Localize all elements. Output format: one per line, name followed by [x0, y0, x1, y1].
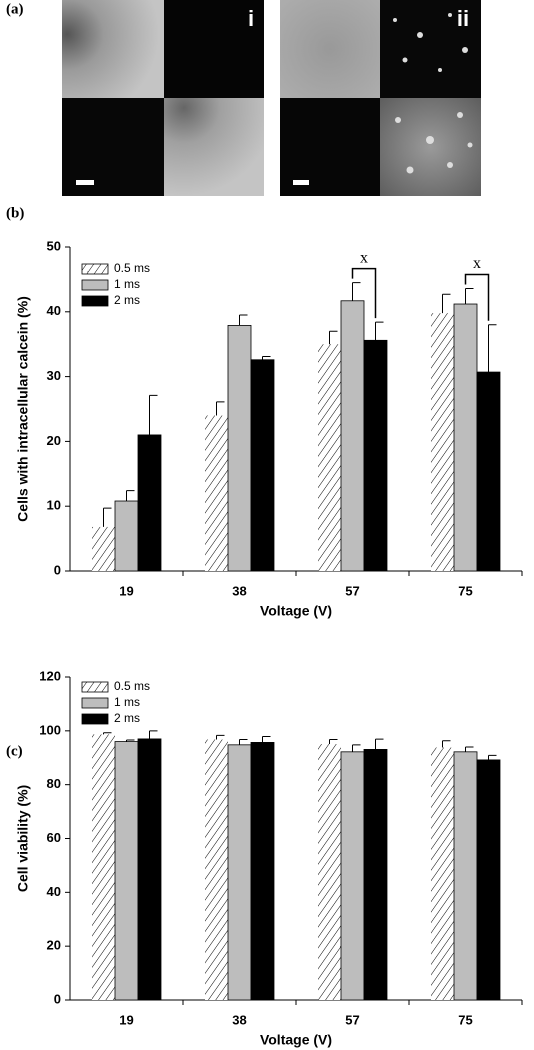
legend-swatch	[81, 713, 109, 725]
y-tick-label: 60	[47, 830, 61, 845]
error-bar	[375, 321, 384, 341]
y-tick-label: 40	[47, 884, 61, 899]
bar	[137, 738, 162, 1001]
error-bar	[352, 744, 361, 752]
legend-label: 0.5 ms	[114, 261, 150, 275]
micrograph-ii: ii	[280, 0, 481, 196]
y-tick-label: 0	[54, 562, 61, 577]
y-tick-label: 0	[54, 991, 61, 1006]
y-tick-label: 20	[47, 433, 61, 448]
y-tick-label: 20	[47, 938, 61, 953]
error-bar	[375, 738, 384, 750]
x-tick-label: 57	[345, 1012, 359, 1027]
error-bar	[103, 732, 112, 735]
error-bar	[465, 746, 474, 752]
y-tick-label: 40	[47, 303, 61, 318]
bar	[340, 751, 365, 1001]
legend-swatch	[81, 263, 109, 275]
bar	[431, 313, 454, 571]
micrograph-i: i	[62, 0, 264, 196]
bar	[114, 741, 139, 1001]
bar	[318, 344, 341, 571]
bar	[92, 734, 115, 1000]
error-bar	[262, 356, 271, 360]
error-bar	[262, 735, 271, 743]
x-tick-label: 38	[232, 583, 246, 598]
legend-swatch	[81, 279, 109, 291]
error-bar	[488, 754, 497, 760]
error-bar	[149, 394, 158, 435]
y-tick-label: 10	[47, 498, 61, 513]
x-tick-label: 38	[232, 1012, 246, 1027]
error-bar	[103, 507, 112, 527]
panel-label: (c)	[6, 743, 23, 759]
error-bar	[239, 738, 248, 745]
bar	[476, 371, 501, 572]
legend-label: 1 ms	[114, 277, 140, 291]
bar	[340, 300, 365, 572]
legend-swatch	[81, 681, 109, 693]
bar	[92, 526, 115, 571]
legend-swatch	[81, 697, 109, 709]
bar	[476, 759, 501, 1001]
bracket	[464, 273, 490, 321]
legend-label: 2 ms	[114, 711, 140, 725]
x-tick-label: 57	[345, 583, 359, 598]
y-axis-title: Cells with intracellular calcein (%)	[15, 296, 31, 522]
x-tick-label: 19	[119, 583, 133, 598]
x-tick-label: 75	[458, 583, 472, 598]
panel-label: (b)	[6, 205, 24, 221]
error-bar	[126, 490, 135, 502]
error-bar	[239, 314, 248, 326]
bar	[227, 325, 252, 572]
bar	[453, 303, 478, 572]
error-bar	[442, 293, 451, 314]
error-bar	[465, 287, 474, 305]
bar	[114, 500, 139, 572]
bar	[453, 751, 478, 1001]
y-tick-label: 100	[39, 722, 61, 737]
error-bar	[442, 740, 451, 748]
legend-label: 2 ms	[114, 293, 140, 307]
error-bar	[126, 739, 135, 742]
error-bar	[216, 401, 225, 416]
y-tick-label: 50	[47, 238, 61, 253]
y-tick-label: 80	[47, 776, 61, 791]
bar	[318, 744, 341, 1000]
error-bar	[149, 730, 158, 739]
annotation: x	[360, 249, 368, 266]
error-bar	[329, 330, 338, 345]
bar	[363, 749, 388, 1001]
panel-label: (a)	[6, 1, 24, 17]
bar	[137, 434, 162, 572]
bar	[250, 359, 275, 572]
bar	[431, 747, 454, 1000]
image-label: ii	[457, 6, 469, 31]
x-tick-label: 75	[458, 1012, 472, 1027]
error-bar	[329, 738, 338, 745]
image-label: i	[248, 6, 254, 31]
x-tick-label: 19	[119, 1012, 133, 1027]
legend-label: 0.5 ms	[114, 679, 150, 693]
legend-label: 1 ms	[114, 695, 140, 709]
x-axis-title: Voltage (V)	[260, 1032, 332, 1048]
bar	[363, 339, 388, 572]
y-axis-title: Cell viability (%)	[15, 785, 31, 892]
bar	[227, 744, 252, 1001]
error-bar	[488, 324, 497, 373]
bar	[205, 739, 228, 1000]
legend-swatch	[81, 295, 109, 307]
x-axis-title: Voltage (V)	[260, 603, 332, 619]
annotation: x	[473, 255, 481, 272]
bar	[250, 742, 275, 1001]
y-tick-label: 120	[39, 668, 61, 683]
bracket	[351, 267, 377, 319]
y-tick-label: 30	[47, 368, 61, 383]
bar	[205, 415, 228, 571]
error-bar	[216, 734, 225, 740]
error-bar	[352, 282, 361, 301]
